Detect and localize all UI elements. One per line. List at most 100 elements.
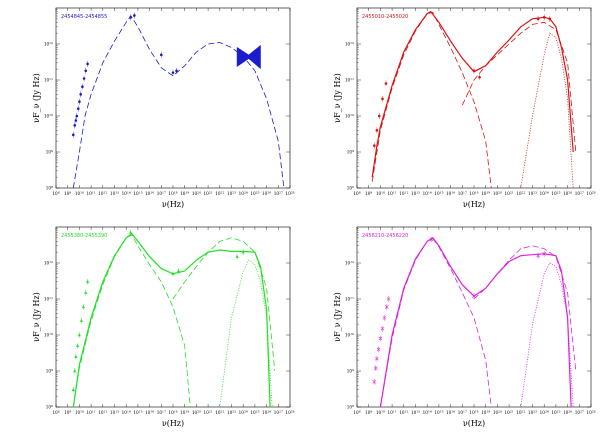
panel-top-left: 108 109 1010 1011 1012 1013 1014 1015 1016 1017 10… [32, 7, 295, 209]
model-line-synchrotron [371, 12, 492, 188]
x-tick-label: 1027 [274, 409, 283, 415]
x-tick-label: 1028 [285, 190, 294, 196]
x-tick-label: 1013 [110, 190, 119, 196]
x-tick-label: 1016 [446, 190, 455, 196]
model-line-component [219, 259, 273, 407]
x-tick-label: 1016 [446, 409, 455, 415]
x-tick-label: 1014 [122, 190, 131, 196]
x-tick-label: 109 [365, 190, 372, 196]
x-tick-label: 1014 [423, 409, 432, 415]
panel-title: 2454845-2454855 [61, 14, 107, 20]
y-tick-label: 108 [347, 185, 354, 191]
x-axis-title: ν(Hz) [162, 419, 184, 428]
model-line-total [371, 10, 574, 178]
x-tick-label: 1015 [434, 409, 443, 415]
plot-frame [356, 226, 592, 408]
x-tick-label: 1022 [516, 190, 525, 196]
x-tick-label: 1010 [75, 409, 84, 415]
y-tick-label: 1010 [345, 332, 354, 338]
x-tick-label: 1025 [551, 409, 560, 415]
x-tick-label: 1012 [399, 409, 408, 415]
x-tick-label: 1025 [551, 190, 560, 196]
x-tick-label: 1012 [98, 409, 107, 415]
model-line-total [379, 237, 572, 407]
y-axis-title: νF_ν (Jy Hz) [333, 292, 342, 342]
x-tick-label: 1018 [168, 190, 177, 196]
x-tick-label: 108 [353, 409, 360, 415]
x-tick-label: 1027 [575, 190, 584, 196]
y-tick-label: 1011 [345, 77, 354, 83]
x-tick-label: 1022 [215, 409, 224, 415]
x-tick-label: 109 [64, 190, 71, 196]
x-tick-label: 1024 [540, 409, 549, 415]
x-tick-label: 1023 [528, 409, 537, 415]
x-tick-label: 1018 [469, 409, 478, 415]
x-tick-label: 1025 [250, 190, 259, 196]
y-tick-label: 1011 [44, 296, 53, 302]
y-tick-label: 1012 [44, 41, 53, 47]
panel-bottom-right: 108 109 1010 1011 1012 1013 1014 1015 1016 1017 10… [333, 226, 596, 428]
x-tick-label: 1016 [145, 409, 154, 415]
x-tick-label: 1022 [215, 190, 224, 196]
x-tick-label: 1017 [458, 190, 467, 196]
x-tick-label: 1014 [423, 190, 432, 196]
y-tick-label: 1011 [345, 296, 354, 302]
model-line-IC [461, 21, 577, 153]
x-tick-label: 1025 [250, 409, 259, 415]
panel-title: 2455010-2455020 [362, 14, 408, 20]
plot-frame [55, 7, 291, 189]
x-tick-label: 1028 [586, 409, 595, 415]
x-tick-label: 1019 [481, 190, 490, 196]
x-tick-label: 1016 [145, 190, 154, 196]
x-tick-label: 1021 [505, 190, 514, 196]
x-tick-label: 1028 [285, 409, 294, 415]
x-tick-label: 1026 [262, 409, 271, 415]
y-tick-label: 109 [46, 149, 53, 155]
x-axis-title: ν(Hz) [463, 419, 485, 428]
x-tick-label: 1021 [505, 409, 514, 415]
model-line-IC [172, 237, 276, 372]
x-tick-label: 1019 [180, 409, 189, 415]
x-tick-label: 1015 [133, 409, 142, 415]
x-tick-label: 1021 [204, 190, 213, 196]
model-line-IC [473, 245, 577, 372]
panel-top-right: 108 109 1010 1011 1012 1013 1014 1015 1016 1017 10… [333, 7, 596, 209]
x-tick-label: 1020 [192, 190, 201, 196]
x-tick-label: 1010 [75, 190, 84, 196]
x-tick-label: 1010 [376, 409, 385, 415]
x-tick-label: 1012 [399, 190, 408, 196]
x-tick-label: 1018 [168, 409, 177, 415]
x-tick-label: 1018 [469, 190, 478, 196]
y-tick-label: 1010 [44, 113, 53, 119]
x-tick-label: 1019 [481, 409, 490, 415]
y-tick-label: 1012 [345, 41, 354, 47]
x-tick-label: 1020 [493, 190, 502, 196]
x-tick-label: 1013 [411, 409, 420, 415]
x-tick-label: 1024 [239, 190, 248, 196]
y-tick-label: 109 [46, 368, 53, 374]
x-tick-label: 1023 [227, 190, 236, 196]
y-tick-label: 1010 [345, 113, 354, 119]
model-line-total [72, 232, 271, 407]
x-tick-label: 1026 [563, 409, 572, 415]
x-tick-label: 108 [52, 409, 59, 415]
model-line-component [520, 32, 574, 188]
x-tick-label: 1011 [87, 190, 96, 196]
x-tick-label: 1014 [122, 409, 131, 415]
y-tick-label: 1010 [44, 332, 53, 338]
y-axis-title: νF_ν (Jy Hz) [333, 73, 342, 123]
y-tick-label: 1012 [345, 260, 354, 266]
model-line-synchrotron [380, 237, 492, 407]
x-tick-label: 1028 [586, 190, 595, 196]
y-tick-label: 1012 [44, 260, 53, 266]
x-tick-label: 1013 [411, 190, 420, 196]
y-tick-label: 109 [347, 368, 354, 374]
model-line-synchrotron [72, 234, 191, 407]
x-tick-label: 1023 [528, 190, 537, 196]
x-tick-label: 109 [365, 409, 372, 415]
x-tick-label: 1024 [540, 190, 549, 196]
x-tick-label: 1027 [575, 409, 584, 415]
x-tick-label: 1013 [110, 409, 119, 415]
y-tick-label: 109 [347, 149, 354, 155]
